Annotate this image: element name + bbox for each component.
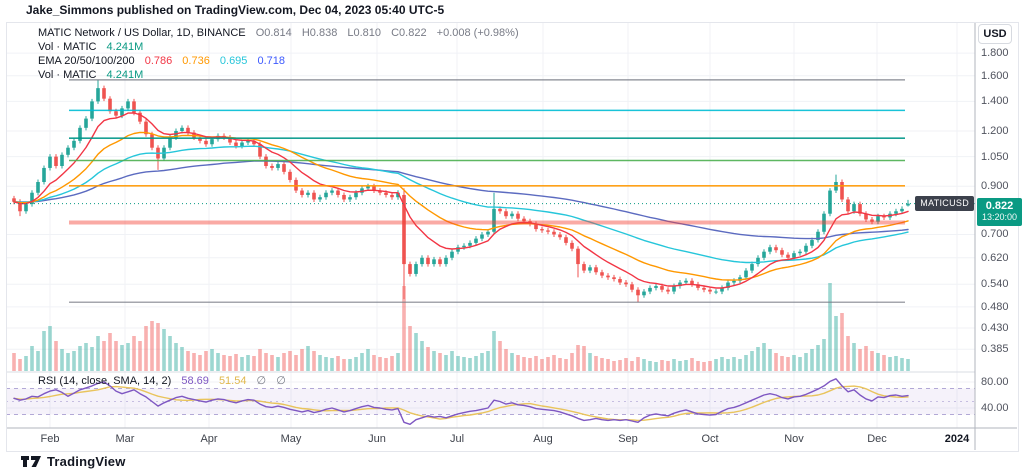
- time-axis-month: Nov: [784, 433, 804, 445]
- ema-label: EMA 20/50/100/200: [38, 55, 135, 67]
- rsi-empty-icon-2: ∅: [276, 375, 286, 387]
- price-axis-tick: 0.540: [981, 278, 1009, 291]
- ema200-value: 0.718: [257, 55, 286, 67]
- volume-row-2: Vol · MATIC 4.241M: [38, 68, 519, 82]
- rsi-empty-icon: ∅: [256, 375, 267, 387]
- tradingview-mark-icon: [21, 456, 41, 467]
- last-price: 0.822: [985, 200, 1014, 212]
- time-axis-month: May: [280, 433, 302, 445]
- chart-legend: MATIC Network / US Dollar, 1D, BINANCE O…: [38, 26, 519, 82]
- time-axis-month: Mar: [115, 433, 135, 445]
- price-axis-tick: 1.200: [981, 124, 1009, 137]
- time-axis-year: 2024: [944, 433, 970, 445]
- price-axis-tick: 0.430: [981, 322, 1009, 335]
- time-axis-month: Sep: [618, 433, 638, 445]
- volume-label: Vol · MATIC: [38, 41, 97, 53]
- ohlc-change: +0.008 (+0.98%): [436, 27, 519, 39]
- symbol-row: MATIC Network / US Dollar, 1D, BINANCE O…: [38, 26, 519, 40]
- price-axis-tick: 0.620: [981, 251, 1009, 264]
- volume-label-2: Vol · MATIC: [38, 69, 97, 81]
- currency-button[interactable]: USD: [978, 24, 1012, 44]
- ohlc-low: L0.810: [347, 27, 382, 39]
- symbol-price-label: MATICUSD: [915, 196, 974, 211]
- time-axis-month: Dec: [867, 433, 887, 445]
- time-axis-month: Feb: [40, 433, 60, 445]
- price-axis-tick: 0.700: [981, 228, 1009, 241]
- ema-row: EMA 20/50/100/200 0.786 0.736 0.695 0.71…: [38, 54, 519, 68]
- price-axis-tick: 0.900: [981, 180, 1009, 193]
- tradingview-brand-text: TradingView: [47, 453, 126, 469]
- price-axis-tick: 0.385: [981, 343, 1009, 356]
- last-price-badge: 0.822 13:20:00: [977, 198, 1022, 226]
- time-axis-month: Oct: [701, 433, 719, 445]
- price-axis-tick: 1.600: [981, 69, 1009, 82]
- ema100-value: 0.695: [219, 55, 248, 67]
- bar-countdown: 13:20:00: [981, 212, 1018, 222]
- ohlc-open: O0.814: [255, 27, 292, 39]
- price-axis-tick: 0.480: [981, 300, 1009, 313]
- time-axis-month: Jun: [368, 433, 386, 445]
- ema50-value: 0.736: [182, 55, 210, 67]
- rsi-sma-value: 51.54: [218, 375, 247, 387]
- volume-value: 4.241M: [106, 41, 144, 53]
- rsi-axis-tick: 80.00: [981, 376, 1009, 388]
- time-axis-month: Aug: [533, 433, 553, 445]
- price-axis-tick: 1.050: [981, 150, 1009, 163]
- time-axis-month: Jul: [449, 433, 465, 445]
- ohlc-high: H0.838: [301, 27, 338, 39]
- rsi-label: RSI (14, close, SMA, 14, 2): [38, 375, 172, 387]
- tradingview-logo[interactable]: TradingView: [20, 452, 126, 470]
- ohlc-close: C0.822: [391, 27, 427, 39]
- price-axis-tick: 1.400: [981, 95, 1009, 108]
- volume-row: Vol · MATIC 4.241M: [38, 40, 519, 54]
- rsi-axis-tick: 40.00: [981, 402, 1009, 414]
- rsi-value: 58.69: [181, 375, 209, 387]
- symbol-title: MATIC Network / US Dollar, 1D, BINANCE: [38, 27, 246, 39]
- time-axis-month: Apr: [200, 433, 218, 445]
- rsi-legend: RSI (14, close, SMA, 14, 2) 58.69 51.54 …: [38, 374, 286, 387]
- ema20-value: 0.786: [144, 55, 173, 67]
- volume-value-2: 4.241M: [106, 69, 144, 81]
- price-axis-tick: 1.800: [981, 47, 1009, 60]
- published-header: Jake_Simmons published on TradingView.co…: [26, 3, 445, 17]
